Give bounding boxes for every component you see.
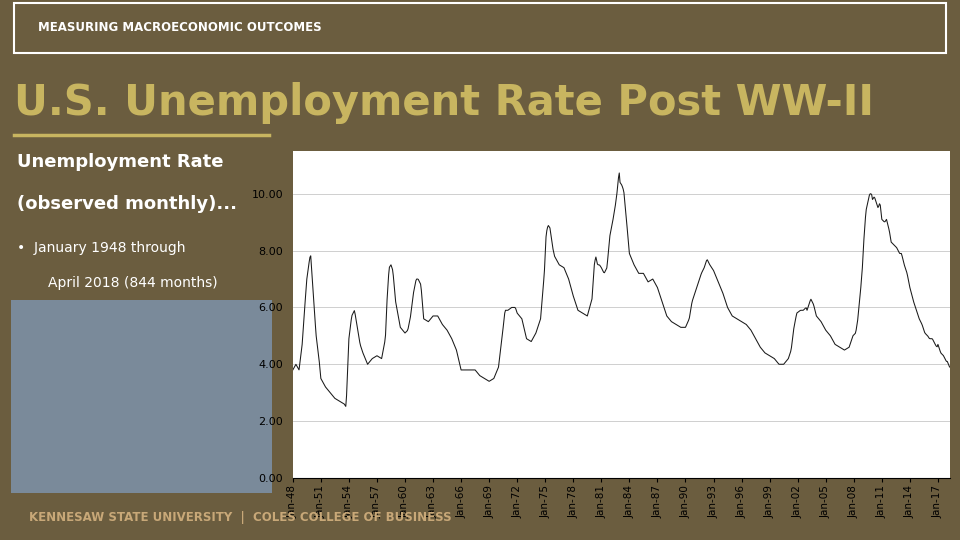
Text: April 2018 (844 months): April 2018 (844 months) [48,275,218,289]
Text: KENNESAW STATE UNIVERSITY  |  COLES COLLEGE OF BUSINESS: KENNESAW STATE UNIVERSITY | COLES COLLEG… [29,511,451,524]
Text: (observed monthly)...: (observed monthly)... [17,195,237,213]
Text: •  January 1948 through: • January 1948 through [17,241,185,254]
Text: U.S. Unemployment Rate Post WW-II: U.S. Unemployment Rate Post WW-II [14,82,875,124]
Text: Unemployment Rate: Unemployment Rate [17,153,224,171]
FancyBboxPatch shape [12,300,272,494]
Text: MEASURING MACROECONOMIC OUTCOMES: MEASURING MACROECONOMIC OUTCOMES [38,21,322,33]
